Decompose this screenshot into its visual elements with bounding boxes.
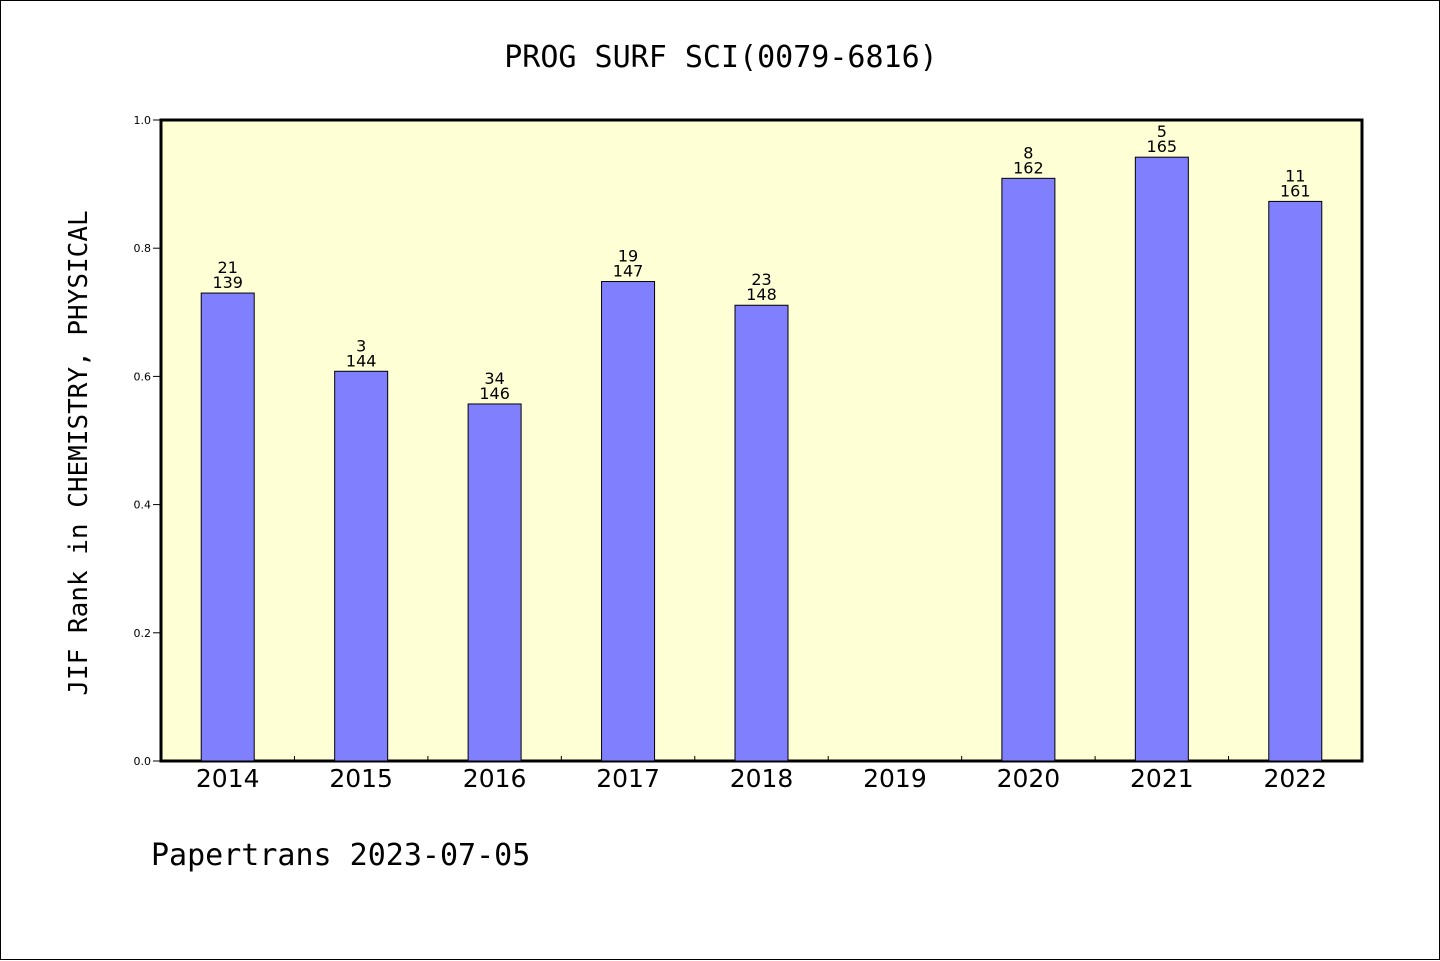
- bar: [734, 304, 789, 762]
- x-tick-label: 2019: [863, 764, 927, 793]
- rank-label: 19: [618, 247, 638, 266]
- y-tick-label: 0.0: [134, 755, 152, 768]
- bar: [334, 370, 389, 762]
- footer-text: Papertrans 2023-07-05: [151, 838, 530, 873]
- rank-label: 34: [484, 369, 504, 388]
- total-label: 165: [1147, 137, 1178, 156]
- total-label: 144: [346, 351, 377, 370]
- rank-label: 5: [1157, 122, 1167, 141]
- x-tick-label: 2015: [329, 764, 393, 793]
- y-tick-label: 0.2: [134, 627, 152, 640]
- x-tick-label: 2018: [730, 764, 794, 793]
- bar: [200, 292, 255, 762]
- y-tick-label: 0.6: [134, 370, 152, 383]
- x-tick-label: 2016: [463, 764, 527, 793]
- y-axis: 0.0 0.2 0.4 0.6 0.8 1.0: [134, 114, 161, 768]
- y-axis-label: JIF Rank in CHEMISTRY, PHYSICAL: [64, 210, 94, 695]
- total-label: 161: [1280, 181, 1311, 200]
- rank-label: 11: [1285, 166, 1305, 185]
- x-tick-label: 2022: [1263, 764, 1327, 793]
- x-axis: 2014 2015 2016 2017 2018 2019 2020 2021 2022: [196, 756, 1327, 793]
- total-label: 146: [479, 384, 510, 403]
- rank-label: 23: [751, 270, 771, 289]
- y-tick-label: 0.4: [134, 499, 152, 512]
- total-label: 148: [746, 285, 777, 304]
- total-label: 162: [1013, 158, 1044, 177]
- rank-label: 21: [218, 258, 238, 277]
- x-tick-label: 2020: [997, 764, 1061, 793]
- total-label: 147: [613, 262, 644, 281]
- bar: [1268, 200, 1323, 762]
- y-tick-label: 1.0: [134, 114, 152, 127]
- rank-label: 8: [1023, 143, 1033, 162]
- chart-title: PROG SURF SCI(0079-6816): [504, 40, 937, 75]
- x-tick-label: 2021: [1130, 764, 1194, 793]
- bar: [601, 281, 656, 762]
- bar: [1134, 156, 1189, 762]
- bar: [467, 403, 522, 762]
- bar: [1001, 177, 1056, 762]
- x-tick-label: 2017: [596, 764, 660, 793]
- x-tick-label: 2014: [196, 764, 260, 793]
- total-label: 139: [212, 273, 243, 292]
- bar-series: [200, 156, 1323, 762]
- y-tick-label: 0.8: [134, 242, 152, 255]
- rank-label: 3: [356, 336, 366, 355]
